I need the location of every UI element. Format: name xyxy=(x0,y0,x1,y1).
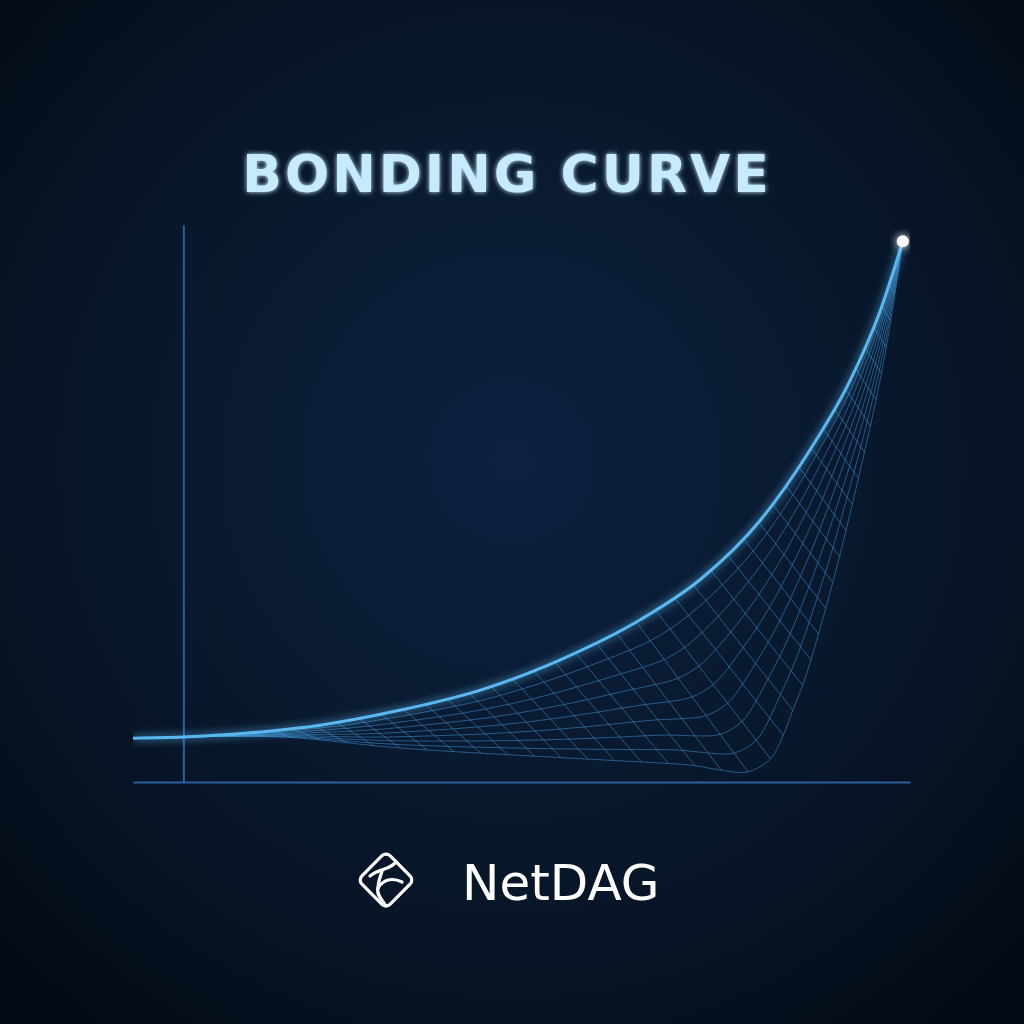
mesh-line xyxy=(576,653,669,763)
mesh-line xyxy=(491,687,561,758)
mesh-line xyxy=(728,555,811,660)
mesh-line xyxy=(846,389,871,426)
mesh-line xyxy=(786,486,839,557)
mesh-line xyxy=(596,643,695,765)
end-point xyxy=(897,235,909,247)
logo-frame xyxy=(358,852,415,909)
axis-line xyxy=(134,782,911,784)
mesh-line xyxy=(133,241,903,738)
mesh xyxy=(133,241,903,772)
mesh-line xyxy=(426,705,481,754)
mesh-line xyxy=(744,539,819,634)
logo-stroke xyxy=(370,862,396,876)
logo-stroke xyxy=(378,888,386,906)
mesh-line xyxy=(773,504,833,582)
x-axis xyxy=(134,782,911,783)
y-axis xyxy=(183,226,184,783)
mesh-line xyxy=(555,662,642,762)
mesh-line xyxy=(470,693,535,756)
mesh-line xyxy=(656,610,771,758)
mesh-line xyxy=(759,522,826,608)
title: BONDING CURVE xyxy=(242,144,771,204)
chart-canvas: BONDING CURVE NetDAG xyxy=(0,0,1024,1024)
mesh-line xyxy=(359,719,401,748)
mesh-line xyxy=(675,598,783,735)
logo-icon xyxy=(358,852,415,909)
mesh-line xyxy=(133,241,903,738)
mesh-line xyxy=(693,585,792,710)
mesh-line xyxy=(448,699,508,754)
mesh-line xyxy=(882,306,891,321)
mesh-line xyxy=(337,723,374,746)
mesh-line xyxy=(811,448,852,504)
mesh-line xyxy=(616,633,721,770)
background xyxy=(0,0,1024,1024)
curve-line xyxy=(133,241,903,738)
mesh-line xyxy=(865,348,881,373)
mesh-line xyxy=(711,570,803,685)
plot-area xyxy=(133,235,909,772)
mesh-line xyxy=(133,241,903,741)
mesh-line xyxy=(799,467,846,530)
mesh-line xyxy=(133,241,903,738)
mesh-line xyxy=(835,409,865,452)
logo-stroke xyxy=(378,871,382,888)
mesh-line xyxy=(133,241,903,754)
mesh-line xyxy=(856,369,876,400)
mesh-line xyxy=(513,679,588,759)
mesh-line xyxy=(292,729,321,740)
mesh-line xyxy=(381,714,427,750)
mesh-line xyxy=(133,241,903,738)
mesh-line xyxy=(133,241,903,738)
mesh-line xyxy=(314,726,347,743)
logo-stroke xyxy=(378,880,402,888)
axis-line xyxy=(183,226,185,783)
mesh-line xyxy=(874,327,886,347)
logo-text: NetDAG xyxy=(462,854,659,912)
mesh-line xyxy=(636,622,748,772)
mesh-line xyxy=(133,241,903,772)
mesh-line xyxy=(403,709,454,751)
